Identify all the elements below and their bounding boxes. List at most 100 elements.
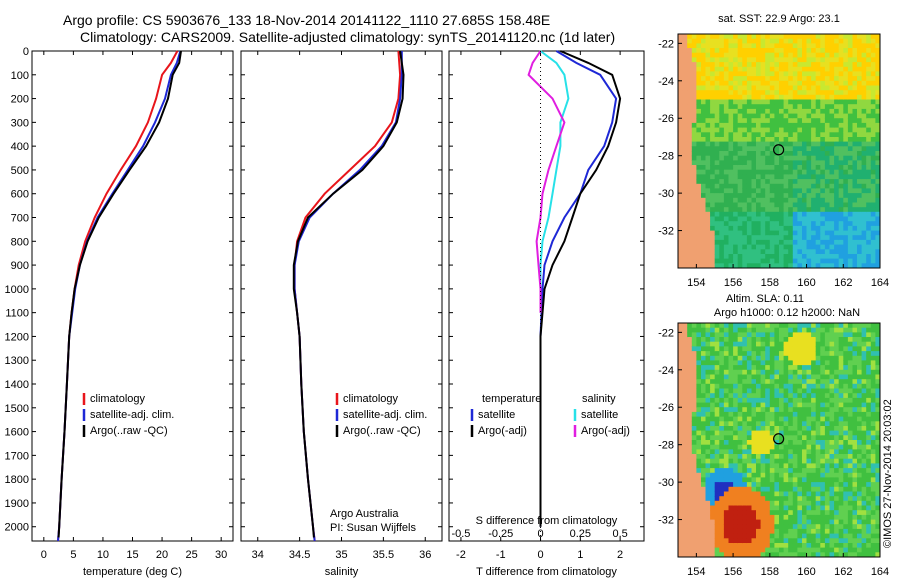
map-cell [838,57,844,63]
map-cell [765,239,771,246]
map-cell [737,151,743,157]
map-cell [852,263,858,269]
map-x-tick-label: 158 [761,566,779,578]
map-cell [723,71,729,77]
map-cell [843,426,849,432]
map-cell [746,369,752,375]
map-cell [811,533,817,539]
map-cell [820,351,826,357]
map-cell [742,202,748,208]
map-cell [866,85,872,91]
map-cell [857,486,863,492]
map-cell [737,108,743,115]
x-axis-label: T difference from climatology [476,566,617,578]
map-cell [765,337,771,343]
map-cell [857,533,863,539]
map-cell [687,104,693,110]
map-cell [838,207,844,213]
map-cell [746,351,752,357]
map-cell [687,235,693,241]
map-cell [847,388,853,394]
map-cell [783,132,789,138]
map-cell [852,524,858,530]
map-cell [678,411,684,418]
map-cell [760,543,766,549]
map-cell [728,360,734,366]
map-cell [829,62,835,68]
map-cell [678,202,684,208]
map-cell [829,341,835,347]
map-cell [765,477,771,483]
map-cell [838,496,844,502]
map-cell [838,510,844,516]
map-cell [870,421,876,427]
map-cell [861,458,867,464]
map-cell [742,365,748,371]
map-cell [834,543,840,549]
map-cell [779,519,785,525]
map-cell [866,202,872,208]
map-cell [765,505,771,511]
map-cell [756,71,762,77]
map-cell [857,146,863,152]
map-cell [861,104,867,110]
map-cell [719,463,725,469]
map-cell [733,440,739,446]
map-cell [696,174,702,180]
map-cell [820,146,826,152]
map-cell [705,235,711,241]
map-cell [857,225,863,232]
map-cell [792,263,798,269]
map-cell [687,118,693,124]
map-cell [815,188,821,194]
map-cell [687,472,693,478]
map-cell [774,327,780,333]
map-cell [870,323,876,329]
map-cell [834,388,840,394]
map-cell [852,258,858,264]
map-cell [815,254,821,260]
map-cell [687,552,693,558]
map-cell [875,104,881,110]
map-cell [783,379,789,385]
map-cell [847,360,853,366]
map-cell [687,239,693,246]
map-cell [802,90,808,96]
map-cell [733,369,739,375]
map-cell [710,407,716,413]
map-cell [728,379,734,385]
series-line-argoadj [527,50,566,313]
map-cell [710,346,716,352]
map-cell [847,440,853,446]
map-cell [723,244,729,250]
map-cell [719,505,725,511]
map-cell [815,528,821,535]
map-cell [774,505,780,511]
map-cell [696,155,702,161]
map-cell [847,402,853,408]
map-cell [728,155,734,161]
map-cell [866,113,872,119]
map-cell [774,496,780,502]
map-cell [705,533,711,539]
map-cell [792,393,798,399]
map-cell [797,62,803,68]
map-cell [806,239,812,246]
map-cell [852,519,858,525]
map-cell [719,341,725,347]
map-cell [870,407,876,413]
map-cell [682,486,688,492]
map-cell [746,221,752,227]
map-cell [857,435,863,441]
map-cell [788,263,794,269]
map-cell [838,34,844,40]
map-cell [687,71,693,77]
map-cell [829,365,835,371]
map-cell [696,351,702,357]
map-cell [682,543,688,549]
map-cell [815,216,821,222]
map-cell [701,472,707,478]
map-cell [806,472,812,478]
map-cell [705,249,711,255]
map-cell [691,160,697,166]
